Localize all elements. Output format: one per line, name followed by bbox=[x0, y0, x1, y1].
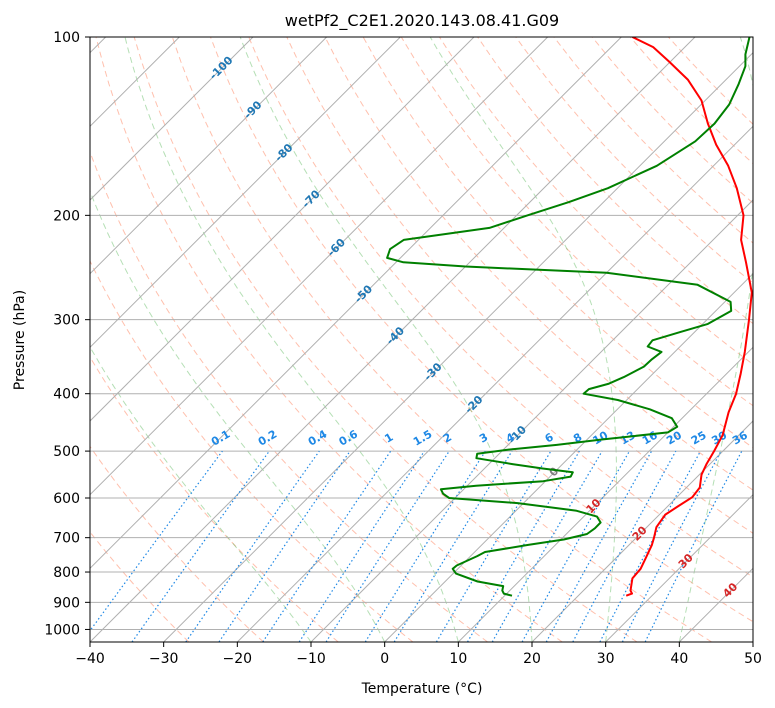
x-axis-label: Temperature (°C) bbox=[361, 681, 483, 697]
mixing-ratio-line bbox=[131, 450, 270, 642]
isotherm-line bbox=[236, 125, 753, 642]
isotherm-line bbox=[310, 199, 753, 642]
mixing-ratio-line bbox=[325, 450, 450, 642]
moist-adiabat bbox=[678, 37, 753, 642]
x-tick-label: 30 bbox=[597, 651, 615, 667]
dry-adiabat bbox=[133, 37, 638, 642]
x-tick-label: 20 bbox=[523, 651, 541, 667]
temperature-profile-line bbox=[625, 37, 753, 597]
x-tick-label: −20 bbox=[223, 651, 253, 667]
mixing-ratio-line bbox=[298, 450, 425, 642]
mixing-ratio-line bbox=[644, 450, 743, 642]
dry-adiabat bbox=[248, 37, 753, 578]
isotherm-line bbox=[384, 272, 753, 642]
x-tick-label: 40 bbox=[670, 651, 688, 667]
y-tick-label: 700 bbox=[53, 531, 80, 547]
y-tick-label: 300 bbox=[53, 313, 80, 329]
y-tick-label: 400 bbox=[53, 387, 80, 403]
isotherm-line bbox=[90, 37, 401, 349]
x-tick-label: 10 bbox=[449, 651, 467, 667]
mixing-ratio-line bbox=[185, 450, 320, 642]
y-tick-label: 100 bbox=[53, 30, 80, 46]
dry-adiabat bbox=[95, 37, 563, 642]
dry-adiabat bbox=[286, 37, 753, 534]
mixing-ratio-line bbox=[90, 450, 223, 632]
x-tick-label: 50 bbox=[744, 651, 762, 667]
y-tick-label: 800 bbox=[53, 565, 80, 581]
mixing-ratio-line bbox=[262, 450, 392, 642]
mixing-ratio-line bbox=[521, 450, 631, 642]
x-axis-ticks: −40 −30 −20 −10 0 10 20 30 40 50 bbox=[75, 642, 762, 667]
dry-adiabat bbox=[515, 37, 753, 284]
dry-adiabat bbox=[210, 37, 753, 623]
moist-adiabat bbox=[124, 37, 459, 642]
isotherm-line bbox=[90, 37, 254, 201]
profiles bbox=[386, 37, 753, 597]
background-lines bbox=[90, 37, 753, 642]
dry-adiabat bbox=[90, 445, 264, 642]
mixing-ratio-line bbox=[572, 450, 677, 642]
moist-adiabat bbox=[429, 37, 617, 642]
y-tick-label: 200 bbox=[53, 208, 80, 224]
isotherm-line bbox=[531, 420, 753, 642]
y-tick-label: 1000 bbox=[44, 622, 80, 638]
isotherm-line bbox=[90, 37, 328, 275]
dry-adiabat bbox=[90, 259, 414, 642]
isotherm-line bbox=[90, 37, 475, 422]
isotherm-line bbox=[90, 37, 696, 642]
x-tick-label: −40 bbox=[75, 651, 105, 667]
x-tick-label: −30 bbox=[149, 651, 179, 667]
x-tick-label: −10 bbox=[296, 651, 326, 667]
moist-adiabat bbox=[239, 37, 533, 642]
y-axis-ticks: 100 200 300 400 500 600 700 800 900 1000 bbox=[44, 30, 90, 638]
x-tick-label: 0 bbox=[380, 651, 389, 667]
isotherm-line bbox=[90, 37, 622, 570]
plot-frame bbox=[89, 36, 754, 643]
isotherm-line bbox=[90, 37, 549, 496]
mixing-ratio-line bbox=[545, 450, 653, 642]
dry-adiabat bbox=[324, 37, 753, 491]
dewpoint-profile-line bbox=[386, 37, 751, 597]
moist-adiabat bbox=[90, 189, 386, 642]
y-tick-label: 500 bbox=[53, 444, 80, 460]
dry-adiabat bbox=[171, 37, 712, 642]
y-axis-label: Pressure (hPa) bbox=[12, 290, 28, 390]
mixing-ratio-line bbox=[218, 450, 351, 642]
isotherm-line bbox=[163, 51, 753, 642]
mixing-ratio-line bbox=[393, 450, 513, 642]
isotherm-line bbox=[605, 493, 753, 642]
y-tick-label: 900 bbox=[53, 595, 80, 611]
y-tick-label: 600 bbox=[53, 491, 80, 507]
dry-adiabat bbox=[90, 356, 339, 642]
chart-title: wetPf2_C2E1.2020.143.08.41.G09 bbox=[285, 11, 559, 31]
